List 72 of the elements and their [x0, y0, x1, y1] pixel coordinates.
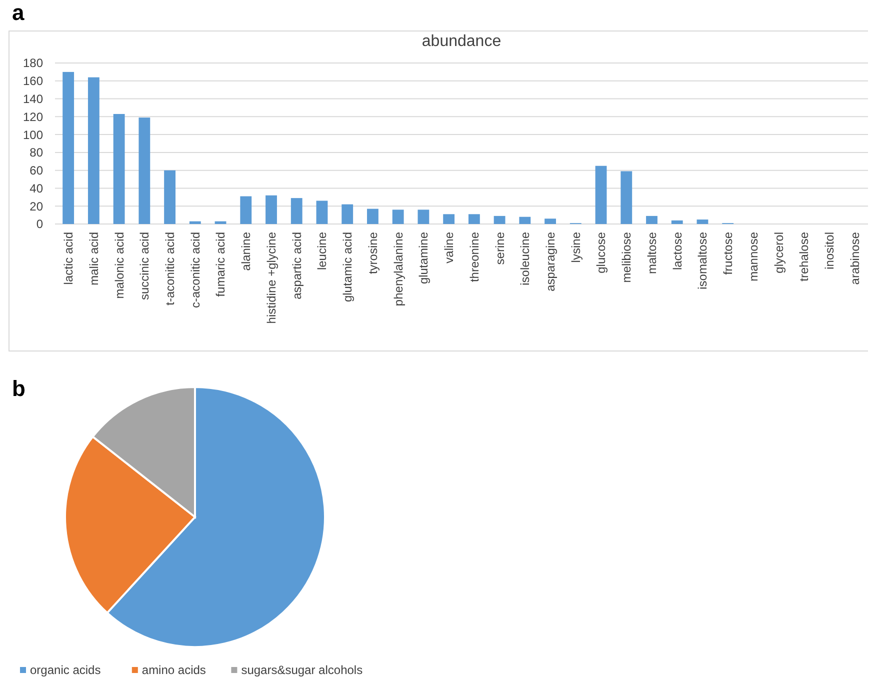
- text: b: [12, 376, 26, 401]
- bar: [138, 118, 150, 224]
- x-tick-label: malic acid: [86, 232, 101, 286]
- x-tick-label: isoleucine: [518, 232, 532, 286]
- bar: [342, 204, 354, 224]
- bar: [671, 220, 683, 224]
- bar: [290, 198, 302, 224]
- bar: [316, 200, 328, 224]
- x-tick-label: lysine: [568, 232, 583, 263]
- x-tick-label: tyrosine: [366, 232, 380, 274]
- y-tick-label: 160: [22, 74, 44, 88]
- text: a: [12, 0, 25, 25]
- legend-label: sugars&sugar alcohols: [241, 663, 363, 678]
- x-tick-label: threonine: [467, 232, 482, 282]
- x-tick-label: phenylalanine: [391, 232, 406, 306]
- y-tick-label: 140: [22, 92, 44, 106]
- y-tick-label: 120: [22, 110, 44, 124]
- x-tick-label: glutamine: [416, 232, 431, 284]
- x-tick-label: inositol: [822, 232, 837, 270]
- x-tick-label: succinic acid: [138, 232, 152, 300]
- bar: [62, 72, 74, 224]
- x-tick-label: trehalose: [797, 232, 812, 282]
- y-tick-label: 80: [30, 146, 44, 160]
- x-tick-label: histidine +glycine: [264, 232, 278, 324]
- legend-label: organic acids: [30, 663, 101, 678]
- legend-label: amino acids: [142, 663, 206, 678]
- bar: [443, 214, 455, 224]
- chart-title: abundance: [422, 33, 502, 50]
- x-tick-label: glutamic acid: [340, 232, 355, 302]
- x-tick-label: fumaric acid: [214, 232, 228, 297]
- bar: [189, 221, 201, 224]
- x-tick-label: isomaltose: [696, 232, 710, 290]
- bar: [418, 210, 430, 224]
- y-tick-label: 100: [22, 128, 44, 142]
- x-tick-label: t-aconitic acid: [162, 232, 177, 306]
- x-tick-label: leucine: [315, 232, 330, 270]
- bar: [595, 166, 607, 224]
- bar: [164, 170, 176, 224]
- bar: [468, 214, 480, 224]
- bar: [620, 171, 632, 224]
- bar: [696, 220, 708, 224]
- x-tick-label: mannose: [746, 232, 760, 282]
- bar: [646, 216, 658, 224]
- y-tick-label: 20: [30, 199, 44, 214]
- bar: [544, 218, 556, 224]
- x-tick-label: valine: [442, 232, 456, 264]
- bar: [494, 216, 506, 224]
- x-tick-label: arabinose: [848, 232, 862, 285]
- y-tick-label: 0: [36, 217, 44, 232]
- x-tick-label: alanine: [239, 232, 254, 271]
- y-tick-label: 60: [30, 164, 44, 178]
- x-tick-label: lactic acid: [62, 232, 76, 285]
- x-tick-label: aspartic acid: [290, 232, 304, 300]
- y-tick-label: 180: [22, 56, 44, 70]
- bar: [519, 216, 531, 224]
- x-tick-label: glycerol: [772, 232, 786, 274]
- x-tick-label: c-aconitic acid: [188, 232, 202, 308]
- bar: [367, 208, 378, 224]
- bar: [113, 114, 125, 224]
- x-tick-label: malonic acid: [112, 232, 126, 299]
- bar: [392, 210, 404, 224]
- bar: [240, 196, 252, 224]
- x-tick-label: asparagine: [543, 232, 558, 292]
- x-tick-label: glucose: [594, 232, 608, 274]
- x-tick-label: lactose: [670, 232, 684, 270]
- bar: [266, 195, 277, 224]
- x-tick-label: melibiose: [620, 232, 634, 283]
- x-tick-label: serine: [492, 232, 507, 265]
- bar: [88, 77, 100, 224]
- x-tick-label: maltose: [644, 232, 659, 274]
- y-tick-label: 40: [30, 181, 44, 196]
- x-tick-label: fructose: [721, 232, 736, 275]
